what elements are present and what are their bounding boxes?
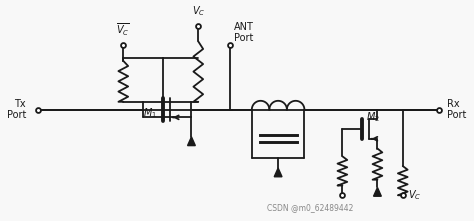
Polygon shape — [274, 168, 282, 177]
Text: Rx
Port: Rx Port — [447, 99, 466, 120]
Text: Tx
Port: Tx Port — [7, 99, 26, 120]
Polygon shape — [188, 137, 195, 146]
Text: CSDN @m0_62489442: CSDN @m0_62489442 — [267, 203, 354, 212]
Text: $V_C$: $V_C$ — [408, 188, 421, 202]
Polygon shape — [374, 187, 382, 196]
Text: $\overline{V_C}$: $\overline{V_C}$ — [117, 21, 130, 38]
Text: $M_2$: $M_2$ — [365, 110, 380, 124]
Text: $V_C$: $V_C$ — [191, 4, 205, 18]
Text: $M_1$: $M_1$ — [143, 107, 157, 120]
Text: ANT
Port: ANT Port — [234, 22, 254, 43]
